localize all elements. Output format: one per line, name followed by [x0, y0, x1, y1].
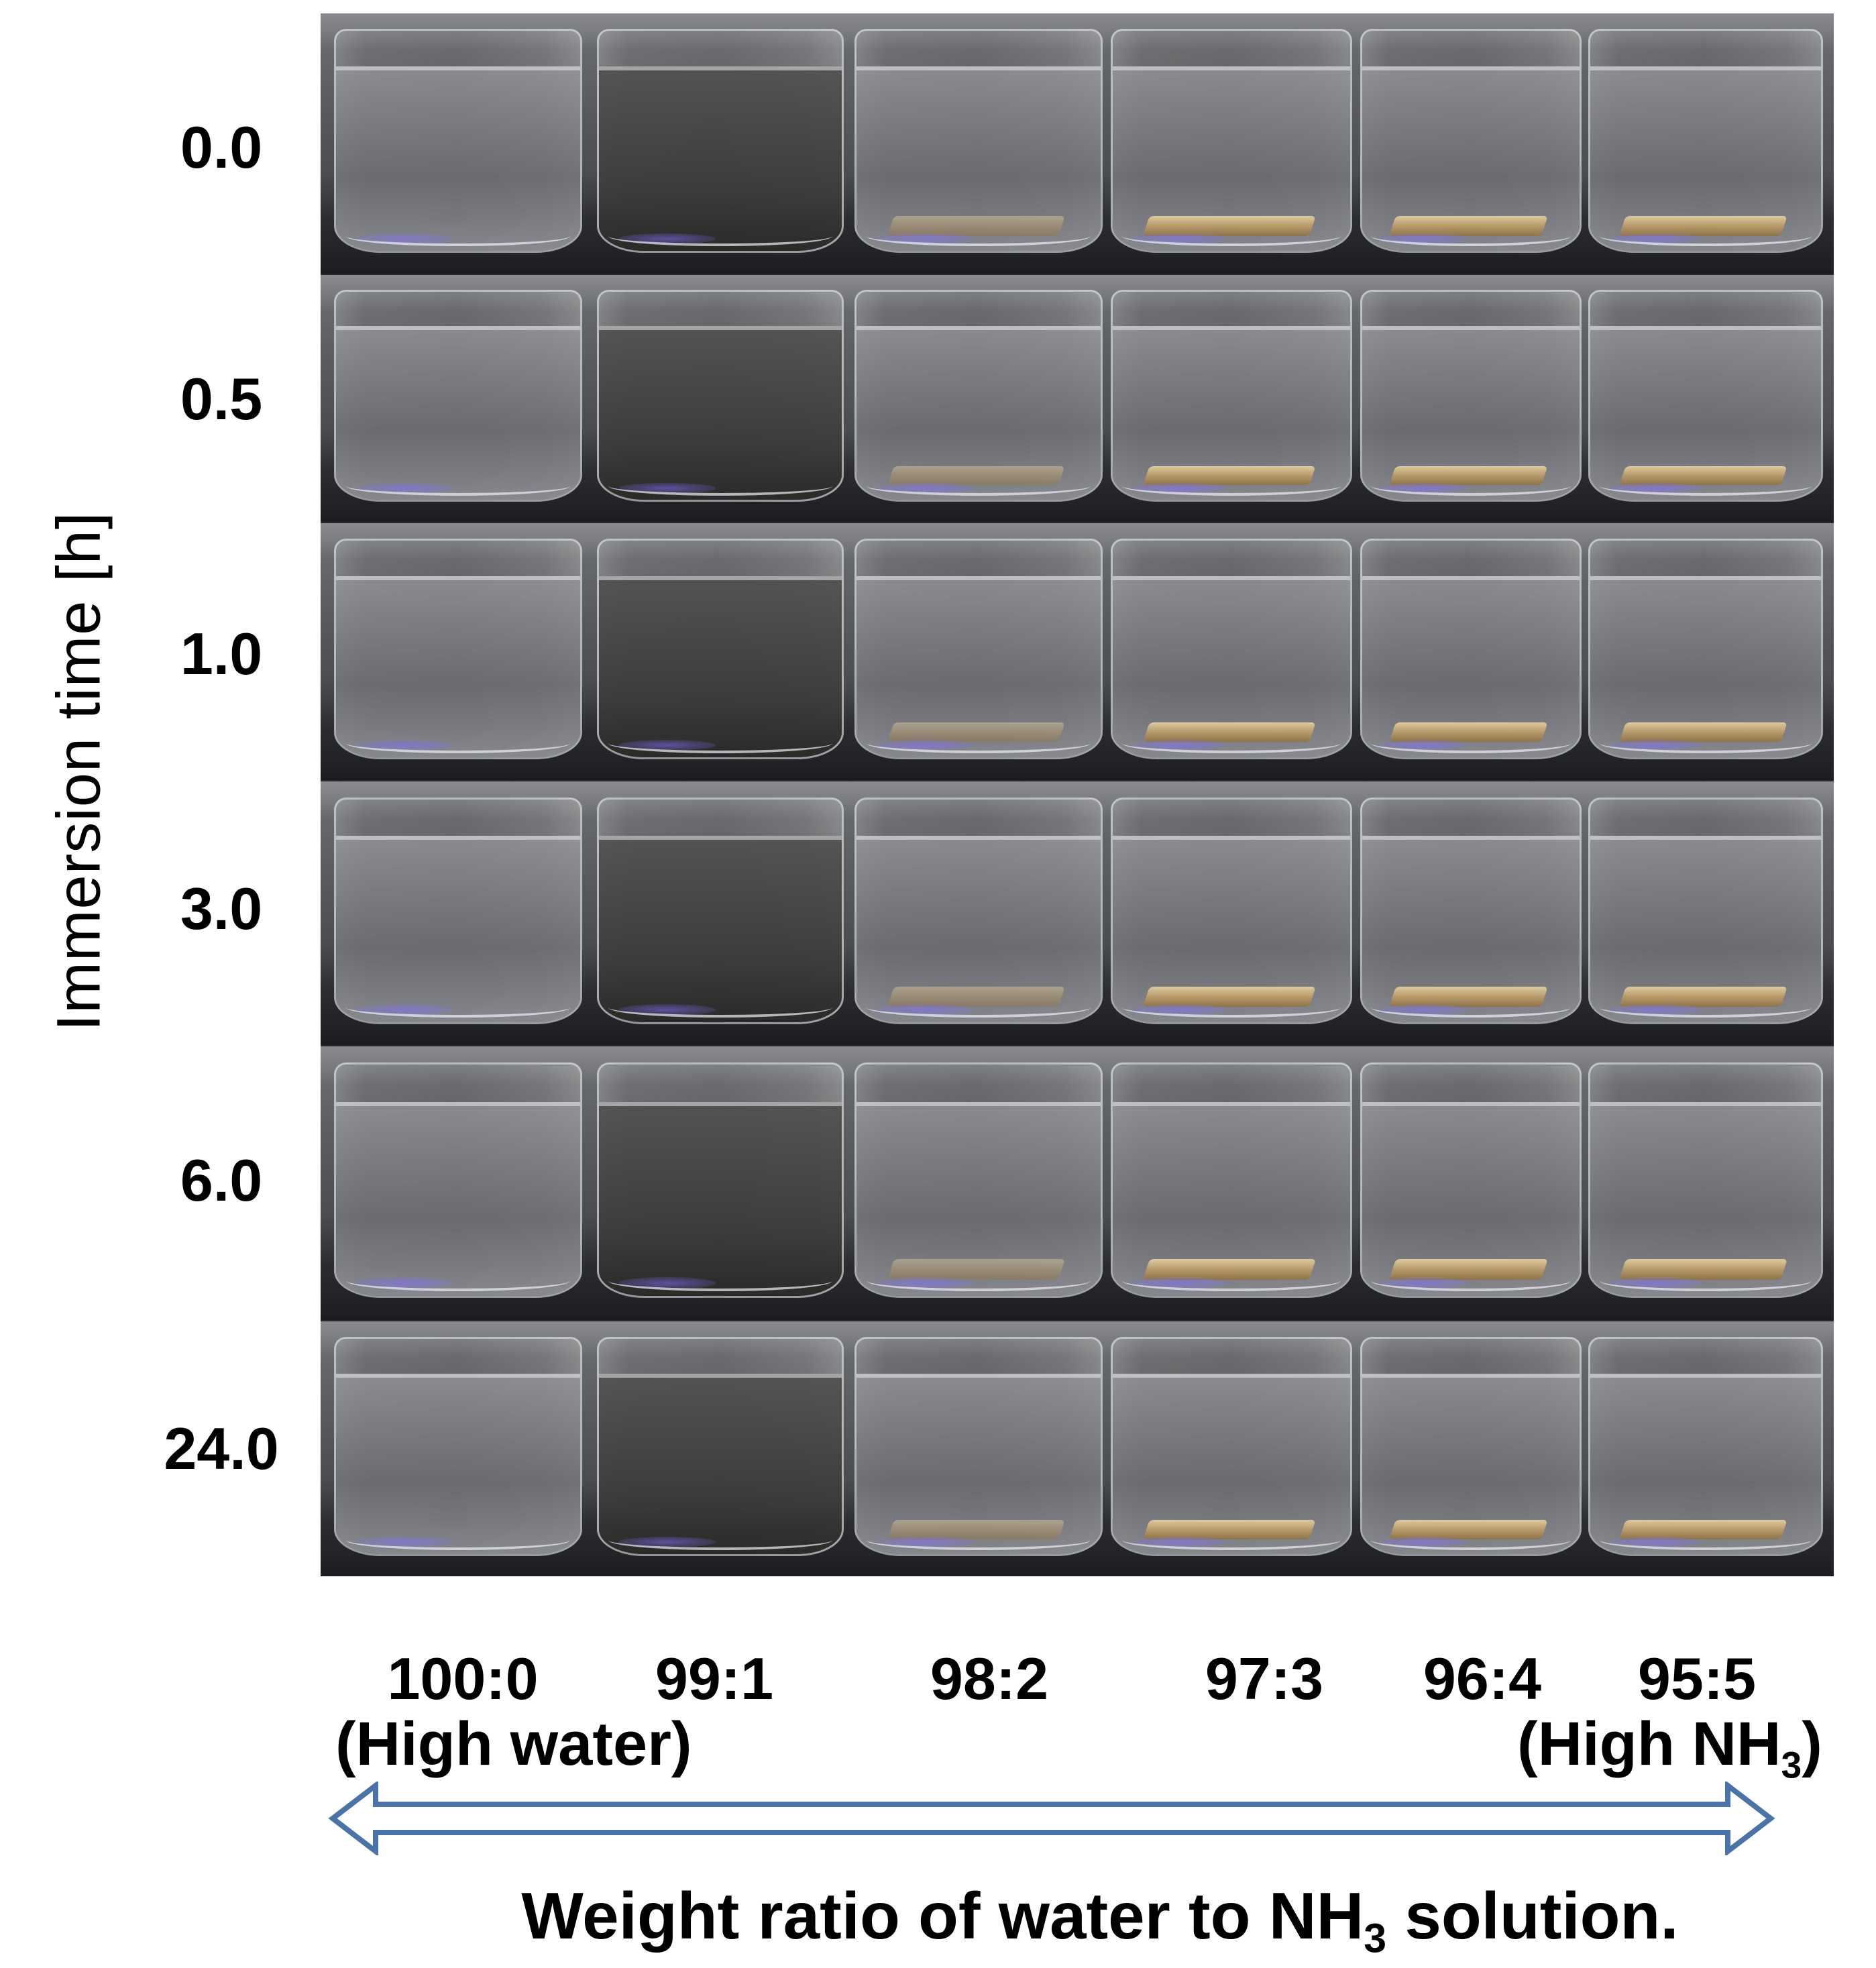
x-axis-title: Weight ratio of water to NH3 solution.: [521, 1879, 1679, 1961]
vial: [1111, 539, 1352, 759]
vial: [854, 798, 1103, 1024]
vial-photo-grid: [321, 13, 1834, 1576]
vial: [1360, 290, 1582, 502]
vial: [334, 290, 582, 502]
vial: [334, 1062, 582, 1298]
vial: [854, 29, 1103, 253]
row-label-0: 0.0: [180, 114, 263, 180]
vial: [854, 1062, 1103, 1298]
vial: [597, 1062, 844, 1298]
vial: [597, 539, 844, 759]
ratio-label-96-4: 96:4: [1423, 1645, 1542, 1712]
vial: [854, 539, 1103, 759]
photo-row: [321, 781, 1834, 1045]
vial: [597, 1337, 844, 1556]
ratio-label-97-3: 97:3: [1205, 1645, 1324, 1712]
ratio-label-95-5: 95:5: [1637, 1645, 1757, 1712]
vial: [1111, 798, 1352, 1024]
high-water-note: (High water): [335, 1710, 692, 1778]
vial: [1588, 1062, 1823, 1298]
photo-row: [321, 1321, 1834, 1576]
vial: [1360, 539, 1582, 759]
high-nh3-note: (High NH3): [1517, 1710, 1822, 1786]
vial: [1588, 798, 1823, 1024]
ratio-label-99-1: 99:1: [655, 1645, 774, 1712]
photo-row: [321, 13, 1834, 274]
row-label-1: 0.5: [180, 366, 263, 432]
vial: [1588, 539, 1823, 759]
vial: [1360, 798, 1582, 1024]
ratio-label-100-0: 100:0: [387, 1645, 539, 1712]
vial: [1360, 1062, 1582, 1298]
ratio-label-98-2: 98:2: [930, 1645, 1049, 1712]
vial: [854, 290, 1103, 502]
double-arrow-shape: [328, 1782, 1775, 1855]
vial: [1588, 1337, 1823, 1556]
vial: [1360, 1337, 1582, 1556]
vial: [597, 29, 844, 253]
vial: [334, 1337, 582, 1556]
photo-row: [321, 523, 1834, 780]
vial: [1588, 290, 1823, 502]
row-label-4: 6.0: [180, 1147, 263, 1213]
vial: [1111, 1062, 1352, 1298]
photo-row: [321, 275, 1834, 522]
double-arrow-icon: [328, 1782, 1775, 1855]
vial: [1111, 290, 1352, 502]
vial: [854, 1337, 1103, 1556]
vial: [1111, 1337, 1352, 1556]
vial: [1588, 29, 1823, 253]
vial: [1360, 29, 1582, 253]
row-label-3: 3.0: [180, 875, 263, 942]
vial: [334, 798, 582, 1024]
vial: [334, 539, 582, 759]
vial: [1111, 29, 1352, 253]
vial: [597, 290, 844, 502]
vial: [597, 798, 844, 1024]
row-label-2: 1.0: [180, 620, 263, 687]
vial: [334, 29, 582, 253]
photo-row: [321, 1046, 1834, 1320]
row-label-5: 24.0: [164, 1415, 279, 1482]
